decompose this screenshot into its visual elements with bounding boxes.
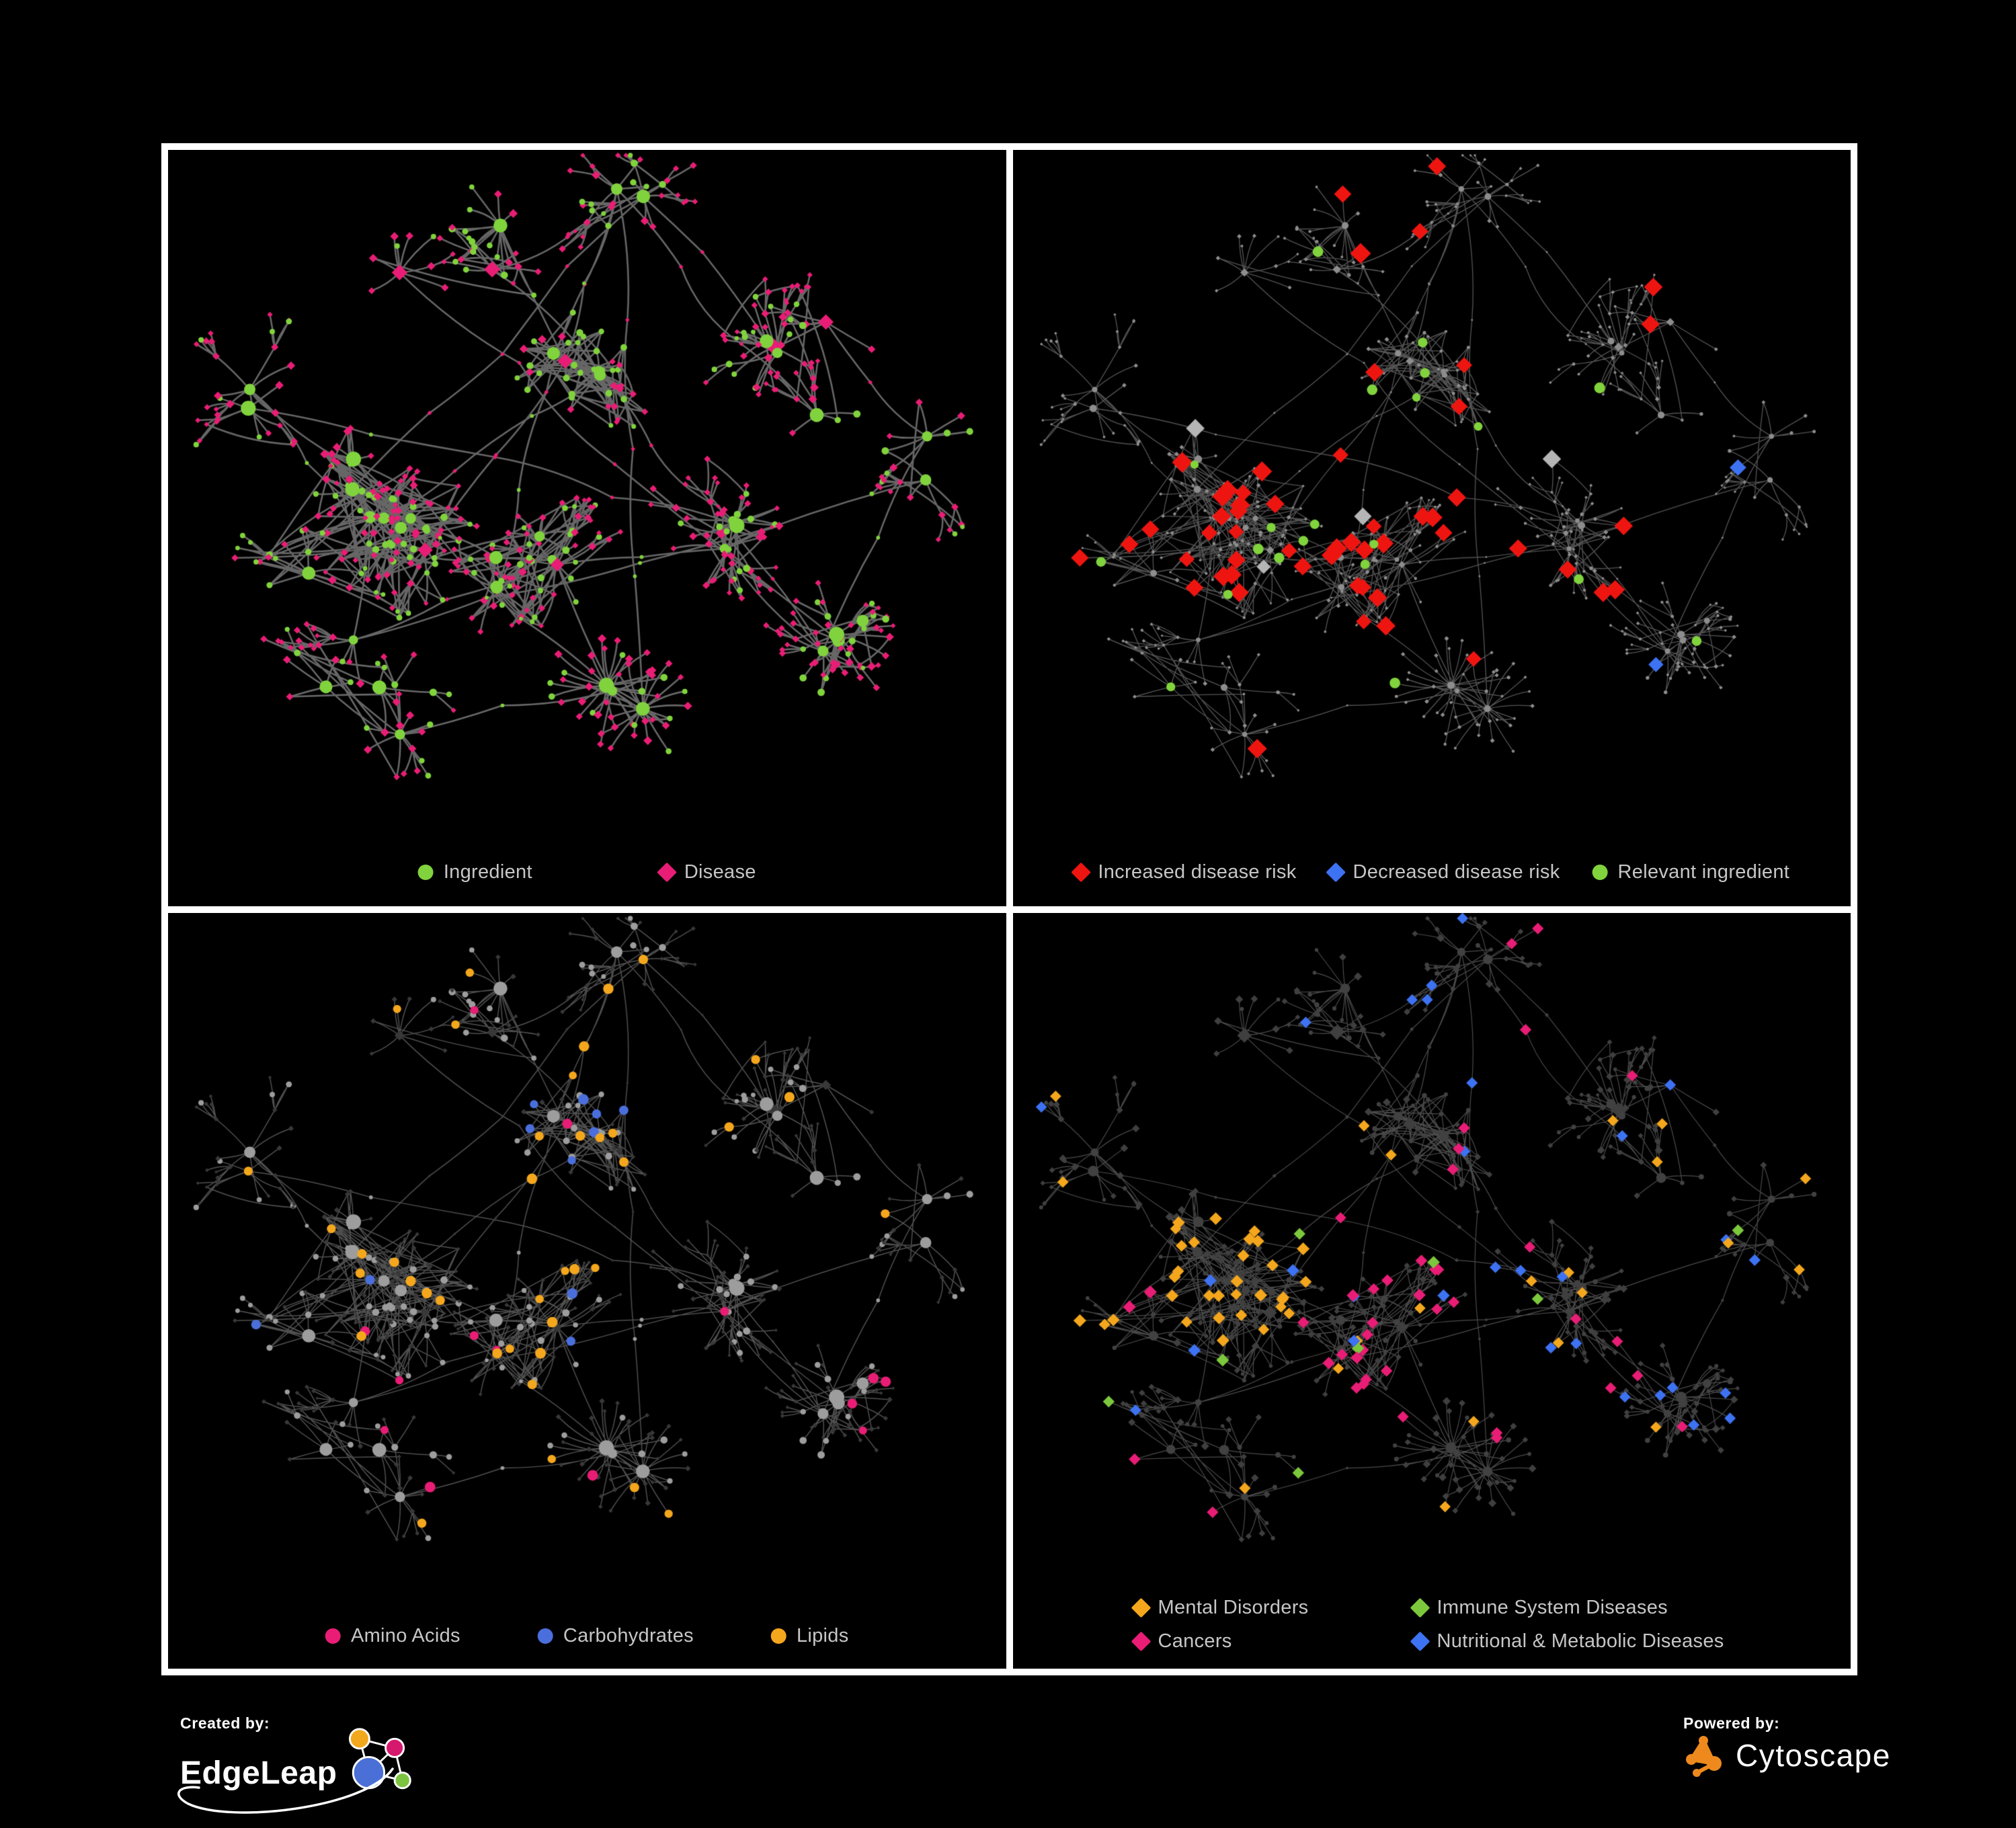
edgeleap-credit: Created by: EdgeLeap — [177, 1714, 420, 1814]
legend-label: Amino Acids — [350, 1625, 460, 1646]
network-canvas-ingredient-classes — [168, 912, 1006, 1669]
legend-item-cancers: Cancers — [1131, 1630, 1386, 1653]
legend-item-immune-diseases: Immune System Diseases — [1410, 1597, 1724, 1619]
legend-label: Relevant ingredient — [1617, 861, 1790, 883]
cancers-swatch-icon — [1131, 1631, 1151, 1652]
nutritional-metabolic-swatch-icon — [1410, 1631, 1430, 1652]
panel-disease-risk: Increased disease risk Decreased disease… — [1012, 150, 1851, 906]
legend-label: Increased disease risk — [1098, 861, 1297, 883]
legend-label: Carbohydrates — [563, 1625, 694, 1646]
legend-item-nutritional-metabolic: Nutritional & Metabolic Diseases — [1410, 1630, 1724, 1653]
network-canvas-ingredient-disease — [168, 150, 1006, 906]
legend-item-increased-risk: Increased disease risk — [1071, 861, 1297, 883]
legend-disease-risk: Increased disease risk Decreased disease… — [1071, 861, 1790, 883]
legend-ingredient-classes: Amino Acids Carbohydrates Lipids — [325, 1625, 849, 1647]
panel-ingredient-classes: Amino Acids Carbohydrates Lipids — [168, 912, 1006, 1669]
panel-ingredient-disease: Ingredient Disease — [168, 150, 1006, 906]
legend-label: Decreased disease risk — [1353, 861, 1560, 883]
edgeleap-brand-name: EdgeLeap — [180, 1755, 337, 1791]
legend-label: Mental Disorders — [1158, 1597, 1309, 1618]
network-canvas-disease-classes — [1012, 912, 1851, 1669]
legend-item-ingredient: Ingredient — [417, 861, 532, 883]
edgeleap-brand-row: EdgeLeap — [177, 1728, 420, 1814]
cytoscape-logo-icon — [1686, 1736, 1722, 1777]
legend-item-disease: Disease — [657, 861, 756, 883]
panel-disease-classes: Mental Disorders Immune System Diseases … — [1012, 912, 1851, 1669]
relevant-ingredient-swatch-icon — [1592, 864, 1608, 880]
legend-label: Lipids — [796, 1625, 849, 1646]
immune-diseases-swatch-icon — [1410, 1597, 1430, 1618]
legend-label: Cancers — [1158, 1630, 1232, 1652]
legend-disease-classes: Mental Disorders Immune System Diseases … — [1131, 1597, 1724, 1653]
panels-grid: Ingredient Disease Increased disease ris… — [161, 143, 1857, 1675]
legend-label: Disease — [684, 861, 756, 883]
decreased-risk-swatch-icon — [1326, 862, 1346, 882]
amino-acids-swatch-icon — [325, 1628, 341, 1644]
increased-risk-swatch-icon — [1071, 862, 1091, 882]
legend-item-mental-disorders: Mental Disorders — [1131, 1597, 1386, 1619]
ingredient-swatch-icon — [417, 864, 434, 880]
legend-item-relevant-ingredient: Relevant ingredient — [1592, 861, 1790, 883]
cytoscape-brand-name: Cytoscape — [1736, 1738, 1891, 1773]
network-canvas-disease-risk — [1012, 150, 1851, 906]
legend-label: Immune System Diseases — [1437, 1597, 1668, 1618]
cytoscape-brand-row: Cytoscape — [1683, 1734, 1891, 1777]
created-by-label: Created by: — [180, 1714, 270, 1732]
legend-item-decreased-risk: Decreased disease risk — [1326, 861, 1560, 883]
disease-swatch-icon — [657, 862, 678, 882]
legend-item-carbohydrates: Carbohydrates — [537, 1625, 694, 1647]
legend-ingredient-disease: Ingredient Disease — [417, 861, 756, 883]
powered-by-label: Powered by: — [1683, 1714, 1780, 1732]
legend-label: Nutritional & Metabolic Diseases — [1437, 1630, 1724, 1652]
mental-disorders-swatch-icon — [1131, 1597, 1151, 1618]
legend-label: Ingredient — [443, 861, 532, 883]
carbohydrates-swatch-icon — [537, 1628, 553, 1644]
edgeleap-logo-icon — [349, 1728, 412, 1790]
cytoscape-credit: Powered by: Cytoscape — [1683, 1714, 1891, 1777]
lipids-swatch-icon — [770, 1628, 787, 1644]
legend-item-amino-acids: Amino Acids — [325, 1625, 460, 1647]
legend-item-lipids: Lipids — [770, 1625, 849, 1647]
